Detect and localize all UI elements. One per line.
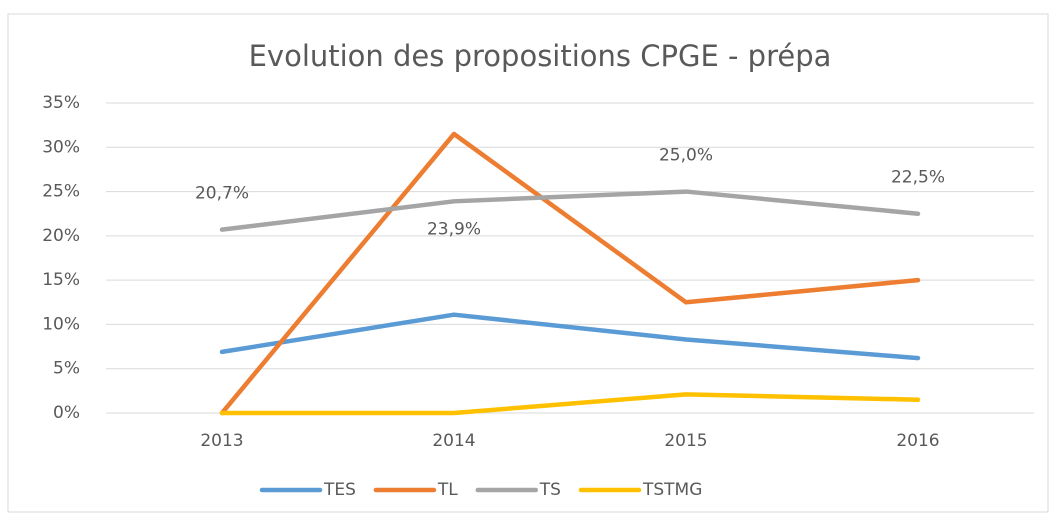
y-tick-label: 30% xyxy=(42,137,80,157)
legend-label: TL xyxy=(437,480,458,500)
data-label: 25,0% xyxy=(659,146,713,166)
series-line xyxy=(219,189,921,232)
x-tick-label: 2014 xyxy=(432,431,475,451)
data-label: 23,9% xyxy=(427,219,481,239)
series-line xyxy=(219,131,921,416)
series-line xyxy=(219,312,921,361)
x-tick-label: 2013 xyxy=(200,431,243,451)
chart-border xyxy=(7,13,1049,513)
data-label: 22,5% xyxy=(891,168,945,188)
y-tick-label: 35% xyxy=(42,93,80,113)
y-tick-label: 5% xyxy=(53,359,80,379)
y-tick-label: 15% xyxy=(42,270,80,290)
y-tick-label: 0% xyxy=(53,403,80,423)
y-tick-label: 10% xyxy=(42,314,80,334)
legend-label: TSTMG xyxy=(642,480,702,500)
x-tick-label: 2015 xyxy=(664,431,707,451)
data-label: 20,7% xyxy=(195,184,249,204)
y-tick-label: 20% xyxy=(42,226,80,246)
legend-label: TES xyxy=(323,480,356,500)
chart-title: Evolution des propositions CPGE - prépa xyxy=(249,39,832,73)
y-tick-label: 25% xyxy=(42,182,80,202)
x-tick-label: 2016 xyxy=(896,431,939,451)
legend-label: TS xyxy=(539,480,561,500)
series-line xyxy=(219,392,921,416)
